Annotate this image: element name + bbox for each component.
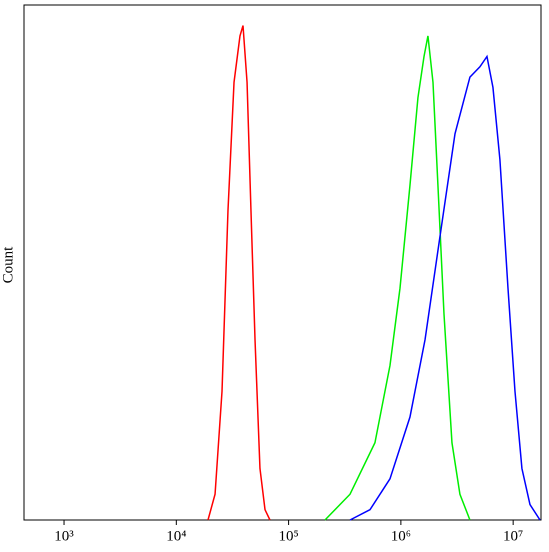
y-axis-label: Count (0, 246, 16, 284)
x-tick-label: 10³ (54, 528, 74, 544)
histogram-line (349, 54, 541, 521)
x-tick-label: 10⁶ (391, 528, 411, 544)
histogram-line (324, 35, 471, 521)
x-tick-label: 10⁷ (503, 528, 523, 544)
x-tick-label: 10⁵ (278, 528, 298, 544)
histogram-line (207, 25, 271, 521)
x-tick-label: 10⁴ (166, 528, 186, 544)
plot-frame (23, 4, 542, 521)
